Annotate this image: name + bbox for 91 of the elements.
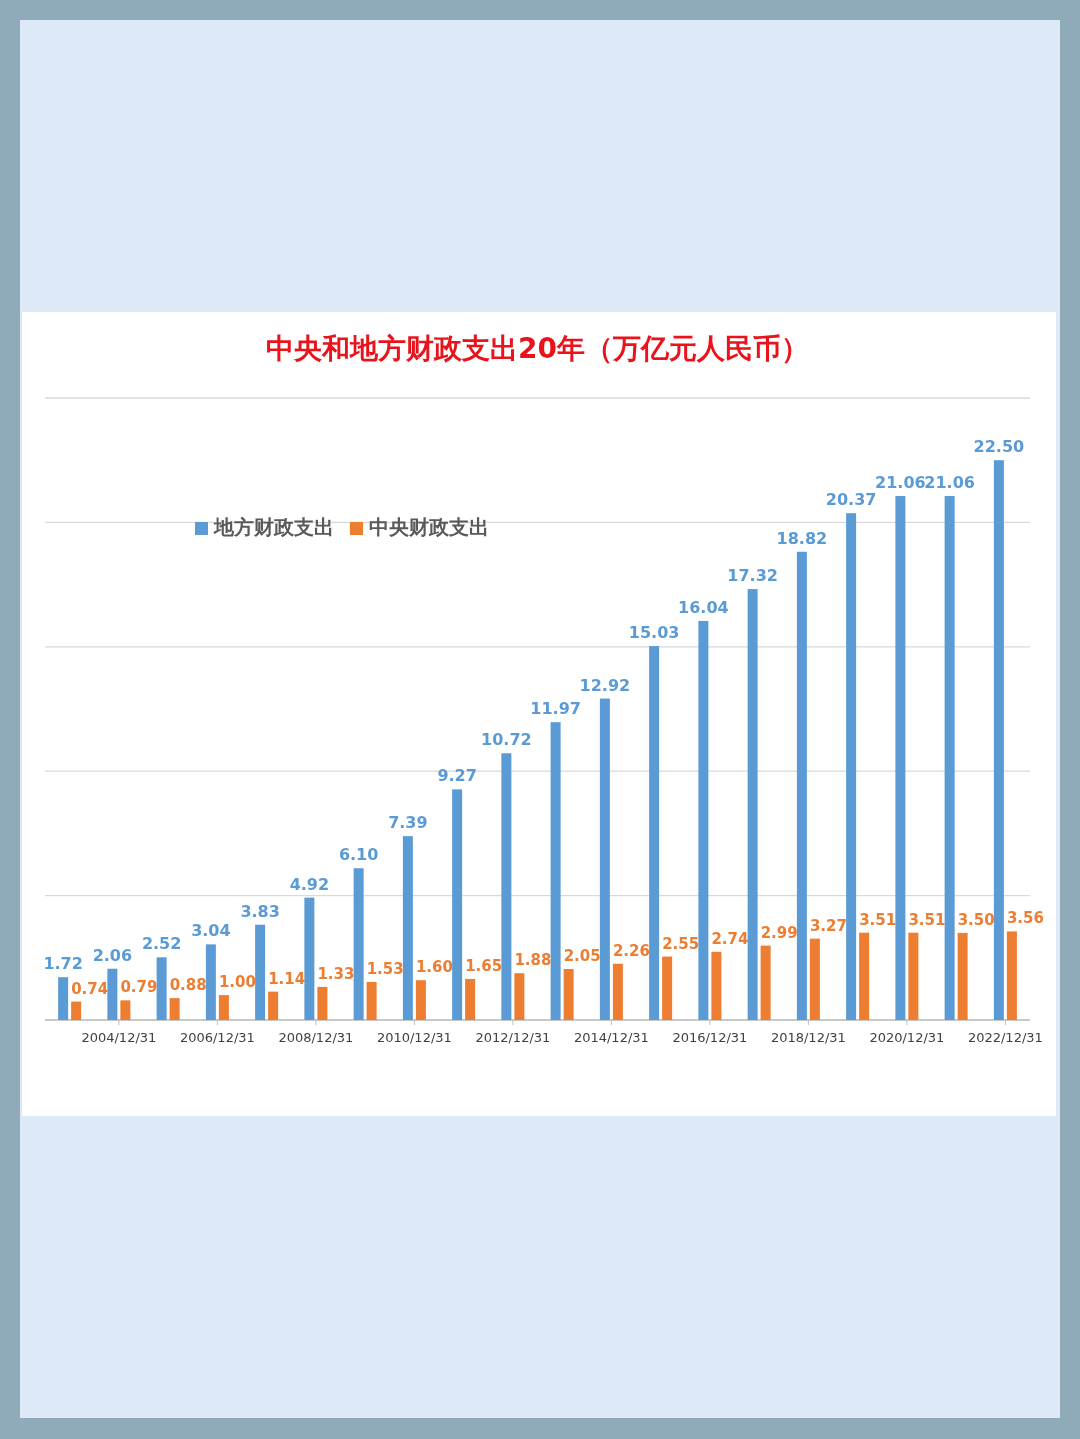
data-label: 2.52: [141, 934, 182, 954]
bar: [107, 968, 118, 1020]
bar: [895, 496, 906, 1020]
data-label: 22.50: [973, 437, 1025, 457]
bar: [662, 956, 673, 1020]
data-label: 10.72: [481, 730, 532, 750]
bar: [169, 998, 180, 1020]
bar: [304, 897, 315, 1020]
data-label: 1.14: [268, 969, 306, 988]
x-tick-label: 2020/12/31: [869, 1030, 945, 1045]
bar: [317, 986, 328, 1020]
data-label: 21.06: [875, 473, 926, 493]
data-label: 3.56: [1006, 909, 1044, 928]
data-label: 0.74: [71, 979, 109, 998]
data-label: 7.39: [388, 813, 428, 833]
x-tick-label: 2006/12/31: [179, 1030, 255, 1045]
bar: [809, 938, 820, 1020]
bar: [711, 951, 722, 1020]
data-label: 16.04: [678, 597, 729, 617]
data-label: 2.99: [760, 923, 798, 942]
bar: [452, 789, 463, 1020]
x-tick-label: 2016/12/31: [672, 1030, 748, 1045]
data-label: 11.97: [530, 699, 581, 719]
data-label: 9.27: [437, 766, 477, 786]
data-label: 12.92: [579, 675, 631, 695]
legend-label: 地方财政支出: [213, 515, 334, 539]
bar: [612, 963, 623, 1020]
bar: [58, 977, 69, 1020]
bar: [550, 722, 561, 1020]
data-label: 15.03: [628, 623, 680, 643]
bar: [859, 932, 870, 1020]
data-label: 2.74: [711, 929, 749, 948]
bar: [599, 698, 610, 1020]
data-label: 17.32: [727, 566, 778, 586]
x-tick-label: 2010/12/31: [376, 1030, 452, 1045]
chart-title: 中央和地方财政支出20年（万亿元人民币）: [266, 332, 809, 365]
bar: [402, 836, 413, 1020]
bar: [120, 1000, 131, 1020]
data-label: 0.79: [120, 978, 158, 997]
bar: [698, 620, 709, 1020]
data-label: 18.82: [776, 528, 828, 548]
bar: [71, 1001, 82, 1020]
data-label: 2.26: [612, 941, 650, 960]
x-tick-label: 2018/12/31: [770, 1030, 846, 1045]
data-label: 2.05: [563, 947, 601, 965]
data-label: 3.50: [957, 910, 995, 929]
data-label: 3.51: [859, 910, 897, 929]
data-label: 6.10: [338, 845, 379, 865]
bar: [649, 646, 660, 1020]
data-label: 2.06: [92, 945, 133, 965]
bar: [993, 460, 1004, 1020]
bar: [796, 551, 807, 1020]
data-label: 3.51: [908, 910, 946, 929]
data-label: 0.88: [169, 976, 207, 995]
data-label: 1.53: [366, 959, 404, 978]
bar: [353, 868, 364, 1020]
x-tick-label: 2004/12/31: [81, 1030, 157, 1045]
data-label: 3.27: [809, 916, 847, 935]
data-label: 20.37: [825, 490, 877, 510]
bar: [501, 753, 512, 1020]
bar: [465, 978, 476, 1020]
x-tick-label: 2022/12/31: [967, 1030, 1043, 1045]
bar: [218, 995, 229, 1020]
data-label: 1.33: [317, 964, 355, 983]
bar: [514, 973, 525, 1020]
data-label: 4.92: [289, 874, 330, 894]
data-label: 1.65: [465, 956, 503, 975]
data-label: 3.04: [191, 921, 231, 941]
bar: [846, 513, 857, 1020]
bar: [747, 589, 758, 1020]
bar: [908, 932, 919, 1020]
data-label: 1.72: [43, 954, 83, 974]
x-tick-label: 2014/12/31: [573, 1030, 649, 1045]
bar: [563, 969, 574, 1020]
bar: [944, 496, 955, 1020]
bar: [156, 957, 167, 1020]
data-label: 3.83: [240, 901, 280, 921]
data-label: 2.55: [662, 934, 700, 953]
data-label: 1.88: [514, 951, 552, 970]
bar: [415, 980, 426, 1020]
bar: [957, 932, 968, 1020]
bar: [1006, 931, 1017, 1020]
data-label: 21.06: [924, 473, 975, 493]
bar: [255, 924, 266, 1020]
x-tick-label: 2012/12/31: [475, 1030, 551, 1045]
bar: [205, 944, 216, 1020]
bar: [268, 991, 279, 1020]
bar: [760, 945, 771, 1020]
legend-label: 中央财政支出: [369, 515, 489, 539]
x-tick-label: 2008/12/31: [278, 1030, 354, 1045]
bar: [366, 981, 377, 1020]
